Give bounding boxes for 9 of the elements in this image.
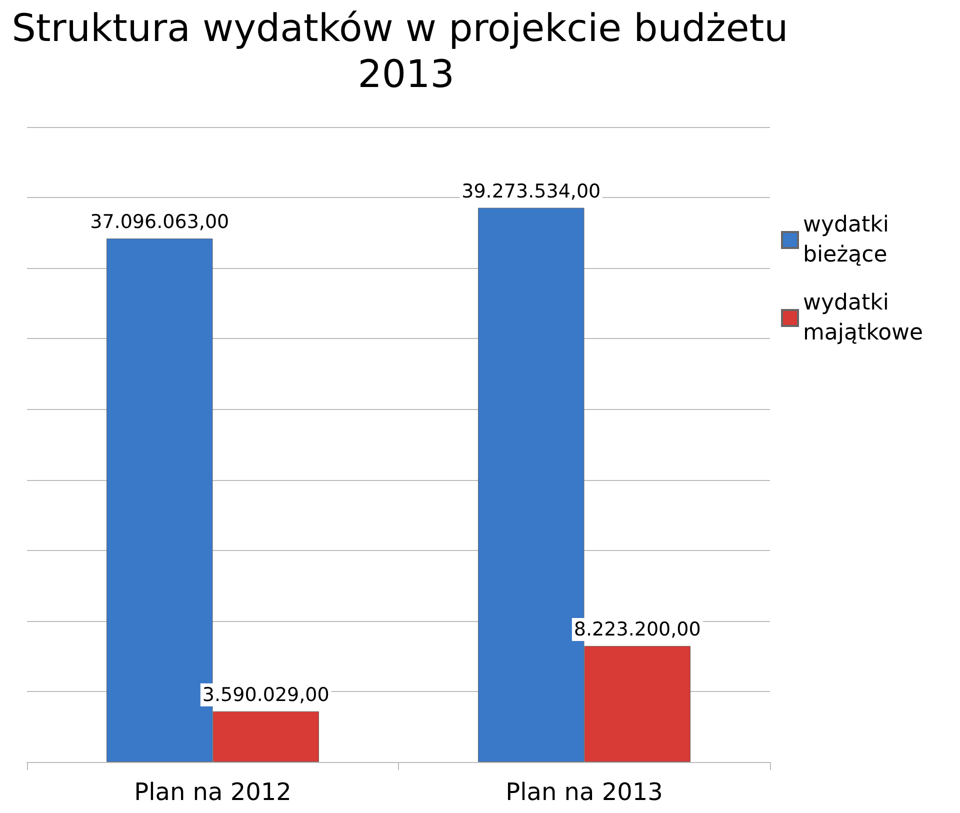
legend-label: wydatki bieżące — [803, 212, 896, 268]
x-tick-label: Plan na 2012 — [134, 778, 292, 806]
x-tick-label: Plan na 2013 — [506, 778, 663, 806]
data-label: 8.223.200,00 — [574, 618, 701, 640]
chart-title: Struktura wydatków w projekcie budżetu 2013 — [12, 6, 788, 96]
data-label: 39.273.534,00 — [462, 180, 601, 202]
data-label: 37.096.063,00 — [90, 211, 230, 234]
legend-label: wydatki majątkowe — [803, 290, 924, 346]
data-label: 3.590.029,00 — [202, 684, 330, 706]
